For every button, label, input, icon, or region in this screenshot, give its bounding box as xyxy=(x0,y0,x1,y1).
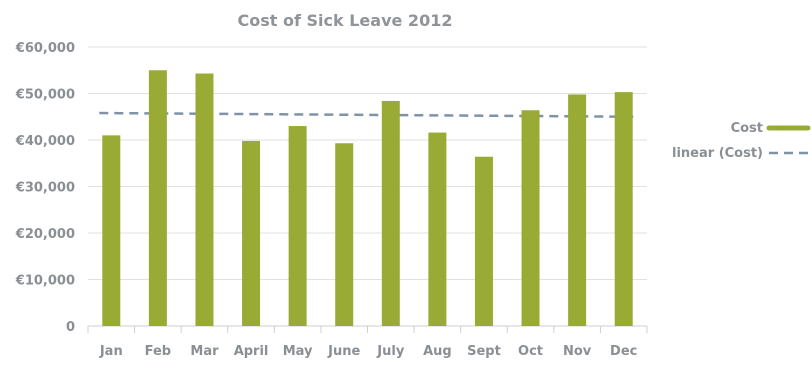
bar-nov xyxy=(568,94,587,327)
x-tick-label: April xyxy=(234,344,269,359)
x-tick-label: Nov xyxy=(563,344,592,359)
x-tick-label: Dec xyxy=(610,344,637,359)
x-axis-labels: Jan Feb Mar April May June July Aug Sept Oct Nov De… xyxy=(99,344,638,359)
grid-lines xyxy=(87,46,648,333)
x-tick-label: Jan xyxy=(99,344,123,359)
bar-dec xyxy=(614,92,633,326)
x-tick-label: Sept xyxy=(467,344,501,359)
x-tick-label: June xyxy=(327,344,360,359)
bar-feb xyxy=(148,70,167,326)
x-tick-label: May xyxy=(283,344,313,359)
bar-aug xyxy=(428,132,447,326)
legend: Cost linear (Cost) xyxy=(672,121,811,161)
y-tick-label: €10,000 xyxy=(15,274,75,289)
bar-oct xyxy=(521,110,540,327)
x-tick-label: Aug xyxy=(423,344,452,359)
bar-june xyxy=(335,143,354,326)
bar-mar xyxy=(195,73,214,326)
x-tick-label: July xyxy=(376,344,405,359)
bar-july xyxy=(381,100,400,326)
y-tick-label: €40,000 xyxy=(15,134,75,149)
bar-april xyxy=(242,140,261,326)
x-tick-label: Feb xyxy=(145,344,171,359)
y-tick-label: €50,000 xyxy=(15,88,75,103)
bars-layer xyxy=(102,70,633,327)
bar-may xyxy=(288,126,307,326)
trendline-layer xyxy=(99,111,636,118)
bar-sept xyxy=(474,156,493,326)
y-tick-label: €20,000 xyxy=(15,227,75,242)
x-tick-label: Oct xyxy=(518,344,543,359)
trendline xyxy=(99,111,636,118)
bar-jan xyxy=(102,135,121,326)
y-tick-label: €60,000 xyxy=(15,41,75,56)
chart-title: Cost of Sick Leave 2012 xyxy=(238,11,453,30)
y-axis-labels: 0 €10,000 €20,000 €30,000 €40,000 €50,000 €60,… xyxy=(15,41,75,335)
legend-label-cost: Cost xyxy=(731,121,763,136)
legend-label-trendline: linear (Cost) xyxy=(672,146,763,161)
x-tick-label: Mar xyxy=(190,344,219,359)
y-tick-label: €30,000 xyxy=(15,181,75,196)
y-tick-label: 0 xyxy=(66,320,75,335)
